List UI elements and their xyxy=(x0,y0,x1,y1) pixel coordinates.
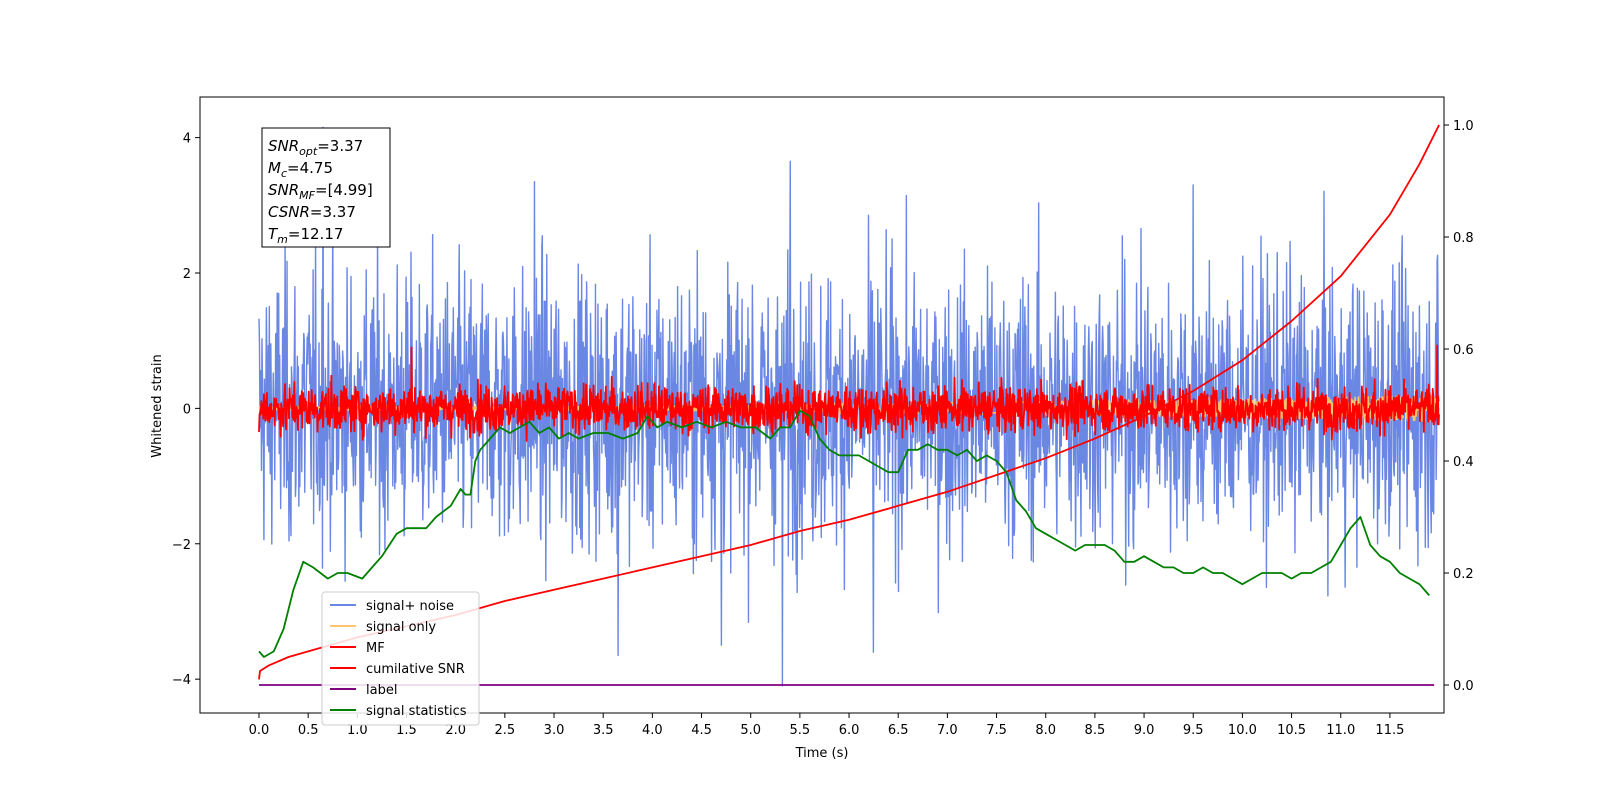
legend-label: signal statistics xyxy=(366,704,467,719)
x-tick-label: 10.0 xyxy=(1228,723,1257,738)
x-tick-label: 6.5 xyxy=(888,723,909,738)
x-tick-label: 3.5 xyxy=(593,723,614,738)
x-tick-label: 8.5 xyxy=(1085,723,1106,738)
x-tick-label: 5.5 xyxy=(790,723,811,738)
legend-label: MF xyxy=(366,641,385,656)
y-tick-label: 0 xyxy=(183,402,191,417)
legend: signal+ noise signal only MF cumilative SNR… xyxy=(321,591,480,726)
legend-frame xyxy=(321,591,480,726)
stats-line: Tm=12.17 xyxy=(268,225,343,246)
axes: 0.0 0.5 1.0 1.5 2.0 2.5 3.0 3.5 4.0 4.5 5.0 5.5 6.0 6… xyxy=(172,96,1474,738)
y-tick-label: −4 xyxy=(172,673,191,688)
y2-tick-label: 1.0 xyxy=(1453,119,1474,134)
legend-label: signal only xyxy=(366,620,436,635)
x-tick-label: 9.0 xyxy=(1134,723,1155,738)
x-tick-label: 2.5 xyxy=(495,723,516,738)
x-tick-label: 6.0 xyxy=(839,723,860,738)
stats-line: CSNR=3.37 xyxy=(268,203,356,221)
plot-frame xyxy=(199,96,1445,714)
x-tick-label: 3.0 xyxy=(544,723,565,738)
y2-tick-label: 0.6 xyxy=(1453,343,1474,358)
x-tick-label: 0.0 xyxy=(249,723,270,738)
x-tick-label: 4.5 xyxy=(691,723,712,738)
stats-line: Mc=4.75 xyxy=(268,159,333,180)
x-tick-label: 11.5 xyxy=(1375,723,1404,738)
x-tick-label: 1.5 xyxy=(396,723,417,738)
x-tick-label: 9.5 xyxy=(1183,723,1204,738)
y-tick-label: 2 xyxy=(183,267,191,282)
x-tick-label: 10.5 xyxy=(1277,723,1306,738)
legend-label: signal+ noise xyxy=(366,599,454,614)
x-tick-label: 8.0 xyxy=(1035,723,1056,738)
y2-tick-label: 0.8 xyxy=(1453,231,1474,246)
x-axis-label: Time (s) xyxy=(795,746,849,761)
y-tick-label: 4 xyxy=(183,132,191,147)
y2-tick-label: 0.4 xyxy=(1453,455,1474,470)
y2-tick-label: 0.2 xyxy=(1453,567,1474,582)
x-tick-label: 1.0 xyxy=(347,723,368,738)
y-axis-label: Whitened strain xyxy=(150,354,165,457)
x-tick-label: 7.0 xyxy=(937,723,958,738)
legend-label: label xyxy=(366,683,397,698)
y2-tick-label: 0.0 xyxy=(1453,679,1474,694)
signal-statistics-series xyxy=(258,409,1430,658)
mf-series xyxy=(258,344,1440,442)
x-tick-label: 4.0 xyxy=(642,723,663,738)
x-tick-label: 5.0 xyxy=(740,723,761,738)
stats-line: SNRopt=3.37 xyxy=(268,137,363,158)
legend-label: cumilative SNR xyxy=(366,662,465,677)
stats-line: SNRMF=[4.99] xyxy=(268,181,373,202)
x-tick-label: 0.5 xyxy=(298,723,319,738)
stats-box-frame xyxy=(261,127,391,248)
y-tick-label: −2 xyxy=(172,538,191,553)
signal-noise-series xyxy=(258,126,1440,687)
x-tick-label: 11.0 xyxy=(1326,723,1355,738)
x-tick-label: 2.0 xyxy=(445,723,466,738)
x-tick-label: 7.5 xyxy=(986,723,1007,738)
